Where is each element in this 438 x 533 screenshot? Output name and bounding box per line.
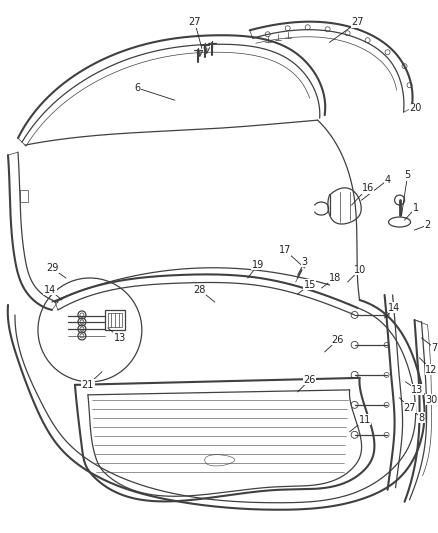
Text: 21: 21 xyxy=(82,380,94,390)
Text: 26: 26 xyxy=(332,335,344,345)
Text: 10: 10 xyxy=(353,265,366,275)
Text: 8: 8 xyxy=(418,413,424,423)
Polygon shape xyxy=(20,190,28,202)
Text: 14: 14 xyxy=(44,285,56,295)
Text: 11: 11 xyxy=(358,415,371,425)
Text: 17: 17 xyxy=(279,245,291,255)
Text: 27: 27 xyxy=(403,403,416,413)
Text: 7: 7 xyxy=(431,343,438,353)
Text: 20: 20 xyxy=(410,103,422,113)
Text: 26: 26 xyxy=(304,375,316,385)
Text: 16: 16 xyxy=(361,183,374,193)
Text: 4: 4 xyxy=(385,175,391,185)
Text: 19: 19 xyxy=(251,260,264,270)
Text: 30: 30 xyxy=(425,395,438,405)
Text: 6: 6 xyxy=(135,83,141,93)
Text: 3: 3 xyxy=(302,257,308,267)
Text: 27: 27 xyxy=(351,17,364,27)
Text: 13: 13 xyxy=(114,333,126,343)
Text: 12: 12 xyxy=(425,365,438,375)
Text: 27: 27 xyxy=(188,17,201,27)
Polygon shape xyxy=(108,313,122,327)
Text: 18: 18 xyxy=(328,273,341,283)
Text: 2: 2 xyxy=(424,220,431,230)
Text: 14: 14 xyxy=(389,303,401,313)
Text: 13: 13 xyxy=(411,385,424,395)
Polygon shape xyxy=(105,310,125,330)
Text: 5: 5 xyxy=(404,170,411,180)
Text: 29: 29 xyxy=(46,263,58,273)
Text: 28: 28 xyxy=(194,285,206,295)
Text: 15: 15 xyxy=(304,280,316,290)
Text: 1: 1 xyxy=(413,203,419,213)
